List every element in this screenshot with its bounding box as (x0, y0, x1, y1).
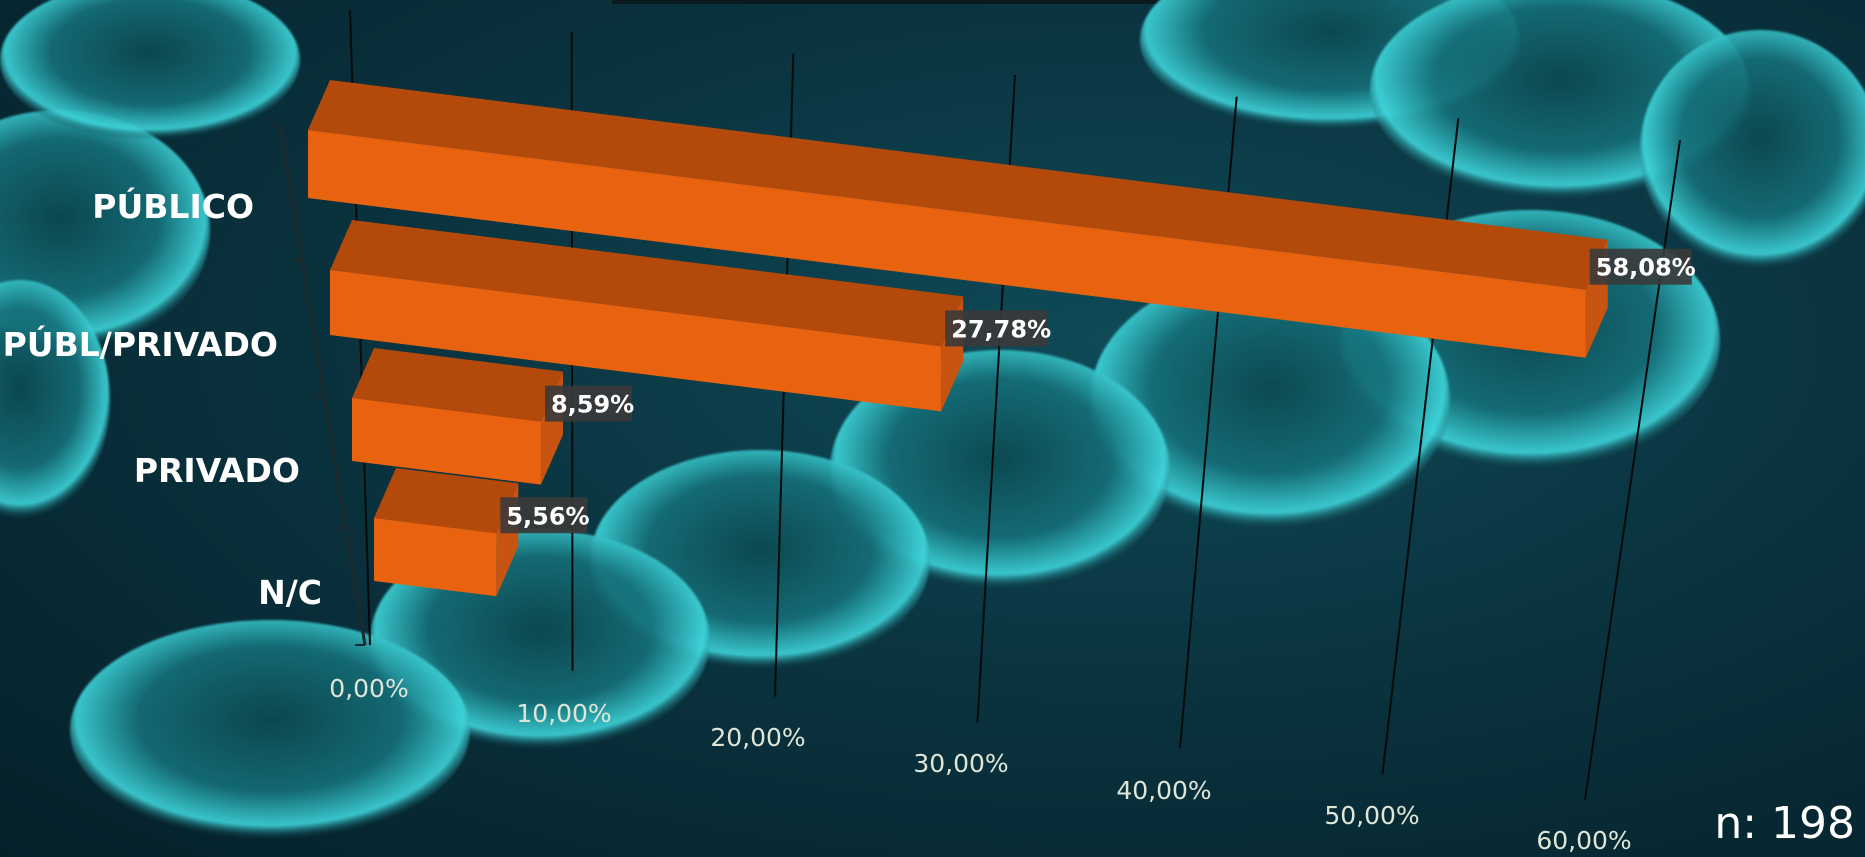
bar-top-face (308, 80, 1608, 290)
data-label-box (544, 385, 632, 422)
bar-front-face (374, 518, 497, 597)
bacteria-cell (70, 620, 470, 840)
category-label: N/C (258, 573, 322, 612)
bar-4 (374, 468, 519, 597)
bars (308, 80, 1608, 597)
x-tick-label: 50,00% (1324, 801, 1419, 830)
bar-top-face (374, 468, 519, 534)
category-label: PRIVADO (134, 451, 300, 490)
data-label-text: 27,78% (951, 315, 1051, 343)
data-label-box (945, 310, 1048, 347)
x-tick-label: 20,00% (710, 723, 805, 752)
bar-top-face (330, 220, 964, 347)
data-label: 8,59% (544, 385, 634, 422)
data-label-box (1589, 248, 1692, 285)
data-label: 5,56% (500, 497, 590, 534)
data-label-text: 58,08% (1596, 254, 1696, 282)
category-labels: PÚBLICO PÚBL/PRIVADO PRIVADO N/C (3, 186, 322, 612)
data-label: 58,08% (1589, 248, 1696, 285)
data-label-text: 5,56% (506, 502, 589, 530)
bacteria-cell (0, 0, 300, 140)
x-tick-label: 10,00% (516, 699, 611, 728)
x-tick-label: 60,00% (1536, 826, 1631, 855)
bar-top-face (352, 348, 563, 422)
bacteria-cell (1640, 30, 1865, 270)
data-label: 27,78% (945, 310, 1051, 347)
data-label-text: 8,59% (551, 391, 634, 419)
data-label-box (500, 497, 588, 534)
x-tick-labels: 0,00% 10,00% 20,00% 30,00% 40,00% 50,00% 60,00… (329, 674, 1631, 855)
title-underline (612, 0, 1387, 4)
bacteria-cell (0, 280, 110, 520)
axis-line (278, 124, 367, 646)
category-axis (270, 124, 367, 646)
bar-front-face (330, 270, 942, 412)
data-labels: 58,08% 27,78% 8,59% 5,56% (500, 248, 1696, 534)
bacteria-cell (1090, 270, 1450, 530)
x-tick-label: 0,00% (329, 674, 408, 703)
sample-size-label: n: 198 (1714, 798, 1855, 849)
x-tick-label: 30,00% (913, 749, 1008, 778)
category-label: PÚBL/PRIVADO (3, 324, 278, 364)
bar-front-face (308, 130, 1586, 358)
x-tick-label: 40,00% (1116, 776, 1211, 805)
bar-front-face (352, 398, 541, 485)
category-label: PÚBLICO (92, 186, 254, 226)
bar-3 (352, 348, 563, 485)
